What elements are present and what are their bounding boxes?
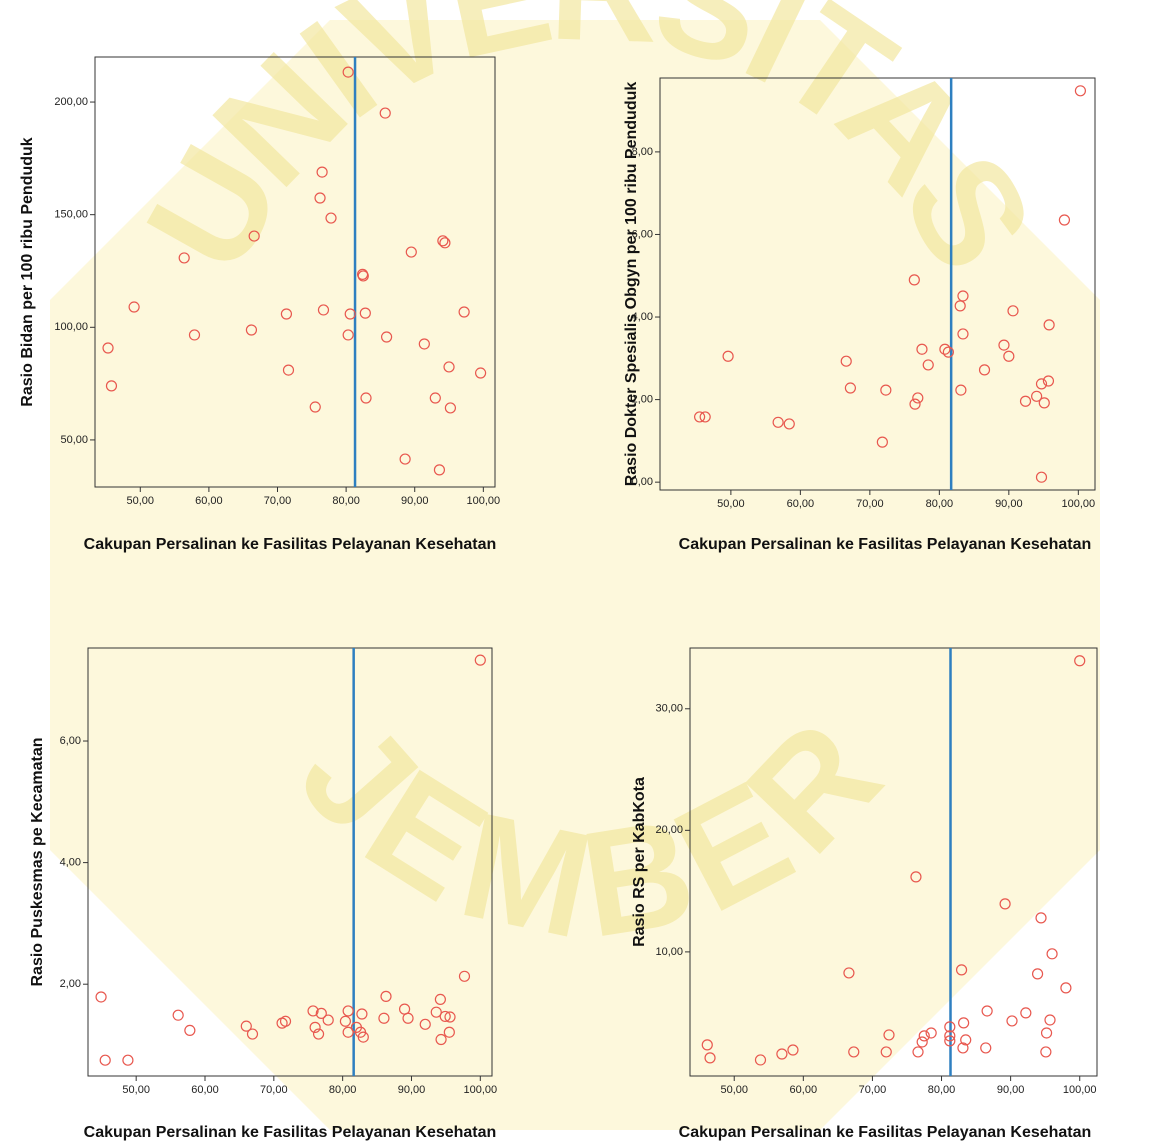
point bbox=[96, 992, 106, 1002]
x-axis-label: Cakupan Persalinan ke Fasilitas Pelayana… bbox=[84, 536, 497, 553]
point bbox=[1021, 1008, 1031, 1018]
x-tick-label: 60,00 bbox=[787, 498, 815, 510]
x-tick-label: 70,00 bbox=[264, 495, 292, 507]
point bbox=[1007, 1016, 1017, 1026]
point bbox=[1045, 1015, 1055, 1025]
x-tick-label: 70,00 bbox=[260, 1084, 288, 1096]
x-tick-label: 100,00 bbox=[1061, 498, 1095, 510]
y-tick-label: 100,00 bbox=[54, 321, 88, 333]
x-tick-label: 60,00 bbox=[790, 1084, 818, 1096]
x-tick-label: 80,00 bbox=[926, 498, 954, 510]
point bbox=[981, 1043, 991, 1053]
x-tick-label: 50,00 bbox=[720, 1084, 748, 1096]
x-tick-label: 50,00 bbox=[717, 498, 745, 510]
x-tick-label: 60,00 bbox=[191, 1084, 219, 1096]
point bbox=[917, 1037, 927, 1047]
x-tick-label: 70,00 bbox=[859, 1084, 887, 1096]
point bbox=[1041, 1047, 1051, 1057]
x-tick-label: 70,00 bbox=[856, 498, 884, 510]
point bbox=[1075, 86, 1085, 96]
x-tick-label: 80,00 bbox=[329, 1084, 357, 1096]
point bbox=[1036, 913, 1046, 923]
y-tick-label: 200,00 bbox=[54, 96, 88, 108]
y-tick-label: 30,00 bbox=[655, 703, 683, 715]
x-axis-label: Cakupan Persalinan ke Fasilitas Pelayana… bbox=[84, 1124, 497, 1141]
x-tick-label: 90,00 bbox=[401, 495, 429, 507]
x-tick-label: 100,00 bbox=[467, 495, 501, 507]
y-tick-label: 20,00 bbox=[655, 824, 683, 836]
point bbox=[959, 1018, 969, 1028]
y-axis-label: Rasio Bidan per 100 ribu Penduduk bbox=[19, 137, 36, 406]
x-tick-label: 60,00 bbox=[195, 495, 223, 507]
y-tick-label: 50,00 bbox=[60, 434, 88, 446]
y-axis-label: Rasio Puskesmas pe Kecamatan bbox=[29, 737, 46, 986]
x-tick-label: 80,00 bbox=[332, 495, 360, 507]
y-tick-label: 4,00 bbox=[60, 857, 81, 869]
y-tick-label: 10,00 bbox=[655, 946, 683, 958]
point bbox=[100, 1055, 110, 1065]
x-axis-label: Cakupan Persalinan ke Fasilitas Pelayana… bbox=[679, 1124, 1092, 1141]
point bbox=[123, 1055, 133, 1065]
y-axis-label: Rasio Dokter Spesialis Obgyn per 100 rib… bbox=[623, 82, 640, 487]
point bbox=[1047, 949, 1057, 959]
x-tick-label: 90,00 bbox=[995, 498, 1023, 510]
x-tick-label: 100,00 bbox=[463, 1084, 497, 1096]
y-axis-label: Rasio RS per KabKota bbox=[631, 777, 648, 947]
x-tick-label: 90,00 bbox=[997, 1084, 1025, 1096]
x-tick-label: 90,00 bbox=[398, 1084, 426, 1096]
x-tick-label: 50,00 bbox=[122, 1084, 150, 1096]
y-tick-label: 150,00 bbox=[54, 209, 88, 221]
x-tick-label: 100,00 bbox=[1063, 1084, 1097, 1096]
y-tick-label: 6,00 bbox=[60, 735, 81, 747]
point bbox=[185, 1025, 195, 1035]
y-tick-label: 2,00 bbox=[60, 978, 81, 990]
x-axis-label: Cakupan Persalinan ke Fasilitas Pelayana… bbox=[679, 536, 1092, 553]
figure: UNIVERSITAS JEMBER 50,0060,0070,0080,009… bbox=[0, 0, 1152, 1144]
x-tick-label: 50,00 bbox=[127, 495, 155, 507]
point bbox=[1033, 969, 1043, 979]
point bbox=[982, 1006, 992, 1016]
x-tick-label: 80,00 bbox=[928, 1084, 956, 1096]
point bbox=[1042, 1028, 1052, 1038]
point bbox=[1061, 983, 1071, 993]
point bbox=[173, 1010, 183, 1020]
point bbox=[913, 1047, 923, 1057]
